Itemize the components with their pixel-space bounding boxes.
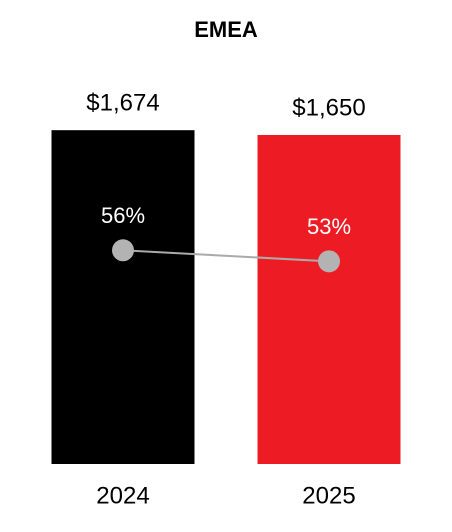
- value-label: $1,674: [86, 90, 159, 117]
- value-label: 56%: [101, 203, 145, 228]
- value-label: 53%: [307, 214, 351, 239]
- value-label: $1,650: [292, 94, 365, 121]
- x-tick-label: 2025: [302, 482, 355, 509]
- line-marker: [112, 239, 134, 262]
- bar: [51, 130, 195, 465]
- x-tick-label: 2024: [96, 482, 149, 509]
- chart-title: EMEA: [194, 17, 258, 42]
- line-marker: [318, 250, 340, 273]
- line: [122, 249, 330, 263]
- bar: [257, 134, 401, 464]
